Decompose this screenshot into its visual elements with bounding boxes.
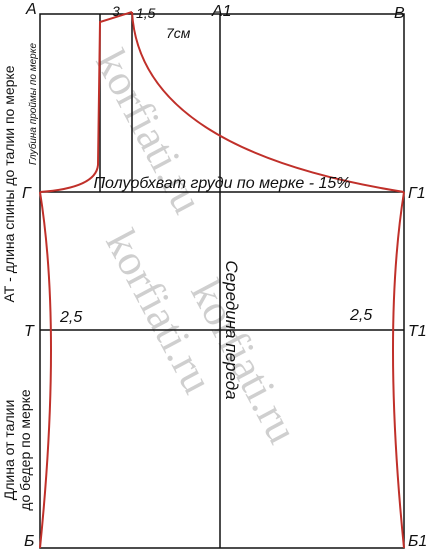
measure: 2,5 bbox=[59, 309, 82, 326]
point-label: Г bbox=[22, 185, 32, 202]
center-front-note: Середина переда bbox=[222, 260, 241, 399]
back-length-note: АТ - длина спины до талии по мерке bbox=[1, 65, 17, 302]
watermarks: korfiati.ru korfiati.ru korfiati.ru bbox=[86, 42, 307, 451]
frame bbox=[39, 13, 405, 549]
armhole-note: Глубина проймы по мерке bbox=[27, 43, 39, 165]
watermark: korfiati.ru bbox=[86, 42, 212, 221]
side-seam-right bbox=[392, 191, 405, 549]
point-label: Т bbox=[24, 323, 35, 340]
point-label: А1 bbox=[211, 3, 232, 20]
point-label: Б1 bbox=[408, 533, 427, 550]
measure: 7см bbox=[166, 25, 191, 41]
chest-note: Полуобхват груди по мерке - 15% bbox=[93, 175, 350, 192]
measure: 1,5 bbox=[136, 5, 156, 21]
shoulder-curve bbox=[131, 11, 405, 193]
point-label: Г1 bbox=[408, 185, 426, 202]
measure: 2,5 bbox=[349, 307, 372, 324]
point-label: А bbox=[25, 1, 37, 18]
measure: 3 bbox=[112, 3, 120, 19]
point-label: В bbox=[394, 5, 405, 22]
point-label: Т1 bbox=[408, 323, 427, 340]
armhole-curve bbox=[39, 11, 133, 193]
side-seam-left bbox=[39, 191, 52, 549]
hip-note: Длина от талии bbox=[1, 400, 17, 501]
hip-note: до бедер по мерке bbox=[17, 389, 33, 511]
point-label: Б bbox=[24, 533, 34, 550]
